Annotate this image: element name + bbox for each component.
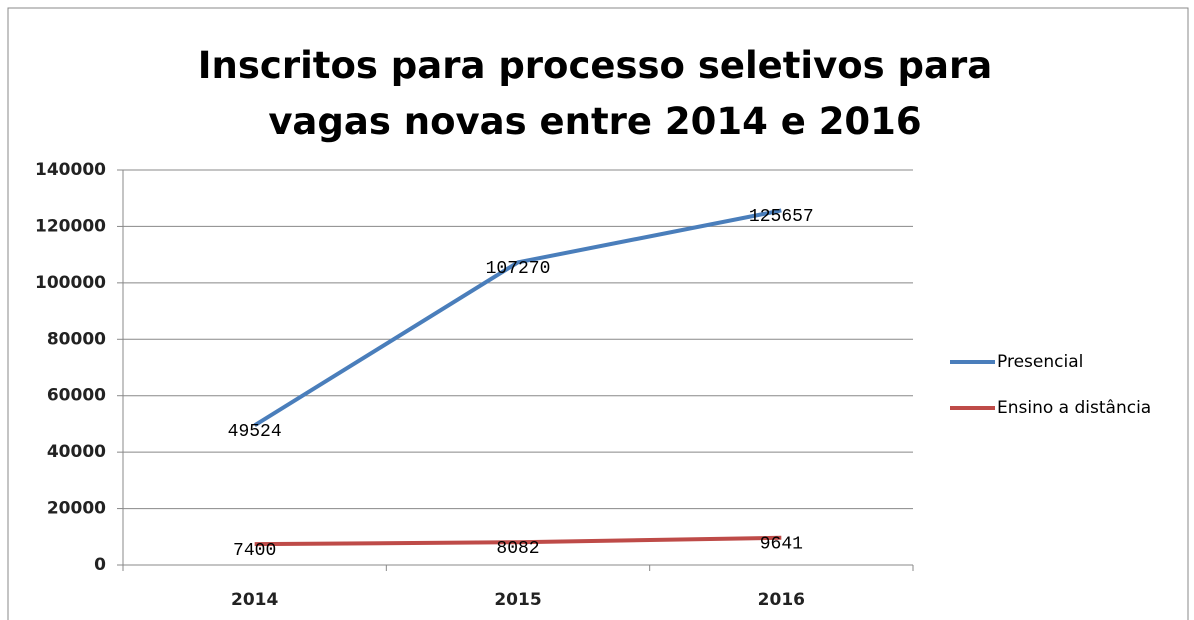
x-tick-label: 2014 xyxy=(231,590,278,610)
data-label: 8082 xyxy=(496,539,539,559)
y-tick-label: 0 xyxy=(94,555,106,575)
x-tick-label: 2015 xyxy=(494,590,541,610)
data-label: 107270 xyxy=(486,259,551,279)
y-tick-label: 40000 xyxy=(47,442,106,462)
data-label: 7400 xyxy=(233,541,276,561)
data-label: 9641 xyxy=(760,535,803,555)
x-tick-label: 2016 xyxy=(758,590,805,610)
data-label: 125657 xyxy=(749,207,814,227)
y-tick-label: 80000 xyxy=(47,329,106,349)
series-line xyxy=(254,535,782,547)
legend-label: Presencial xyxy=(997,352,1083,372)
y-tick-label: 120000 xyxy=(35,216,106,236)
y-tick-label: 60000 xyxy=(47,386,106,406)
data-label: 49524 xyxy=(228,422,282,442)
y-tick-label: 140000 xyxy=(35,160,106,180)
y-tick-label: 20000 xyxy=(47,499,106,519)
y-tick-label: 100000 xyxy=(35,273,106,293)
series-line xyxy=(253,208,782,427)
chart-title: Inscritos para processo seletivos para v… xyxy=(197,44,993,143)
chart-frame xyxy=(7,7,1189,620)
legend-label: Ensino a distância xyxy=(997,398,1151,418)
